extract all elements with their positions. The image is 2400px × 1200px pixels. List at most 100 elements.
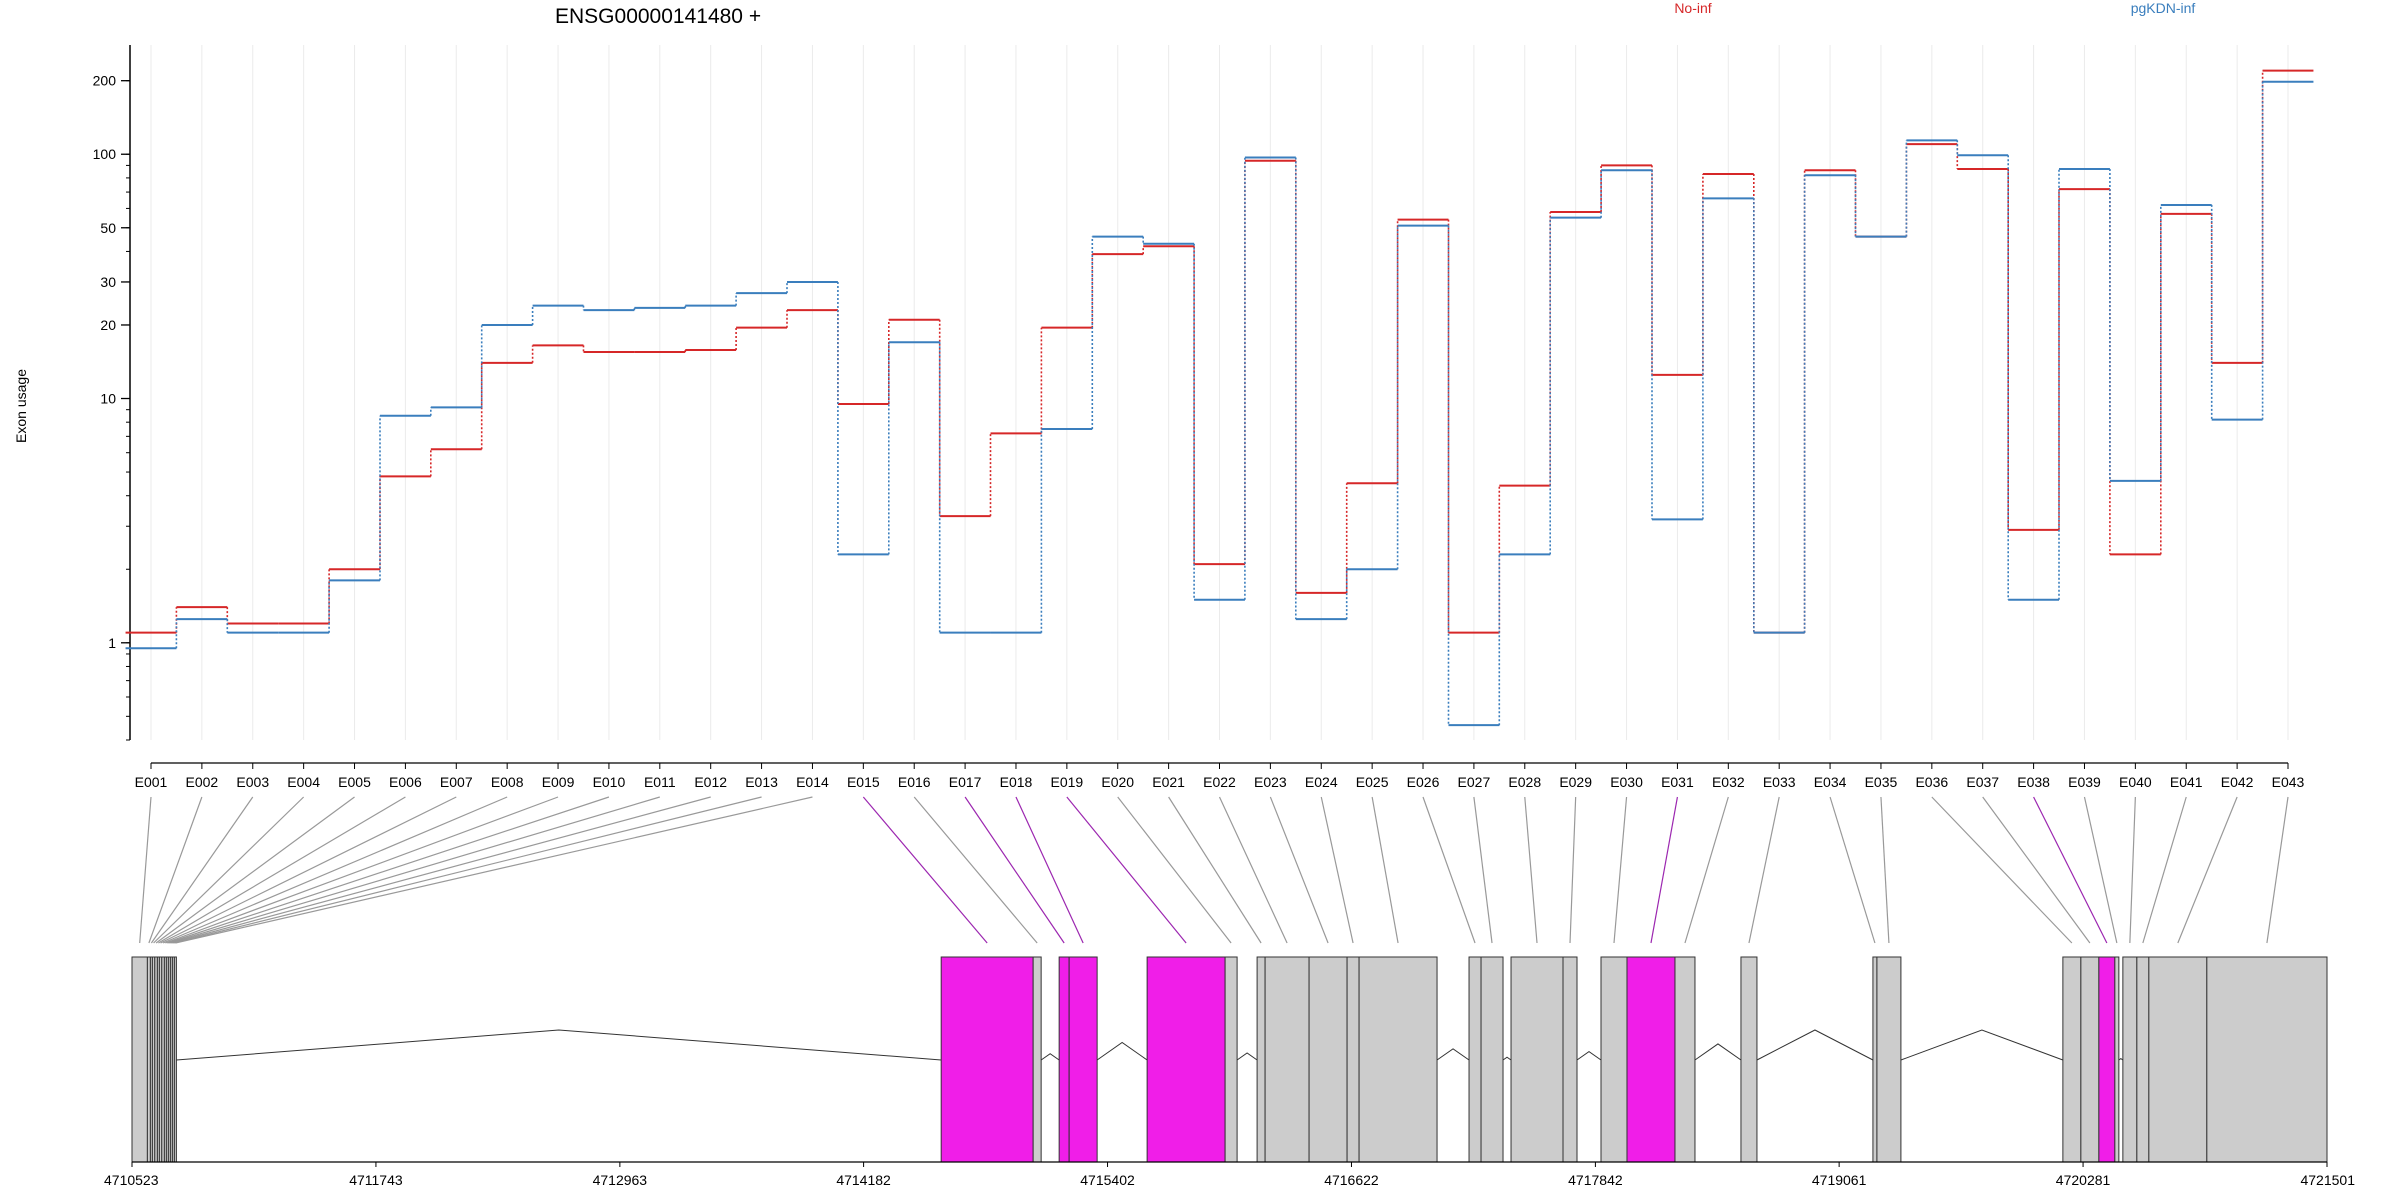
y-tick-label: 50	[100, 220, 116, 236]
exon-box	[2206, 956, 2328, 1163]
y-tick-label: 200	[93, 73, 117, 89]
exon-label: E038	[2017, 774, 2050, 790]
genomic-tick-label: 4719061	[1812, 1172, 1867, 1188]
exon-box	[1480, 956, 1504, 1163]
exon-label: E033	[1763, 774, 1796, 790]
intron-line	[1502, 1056, 1512, 1061]
exon-connector	[148, 796, 203, 944]
exon-connector	[167, 796, 610, 944]
exon-connector	[169, 796, 660, 944]
exon-box	[2080, 956, 2100, 1163]
exon-box	[1264, 956, 1310, 1163]
exon-label: E008	[491, 774, 524, 790]
exon-label: E010	[593, 774, 626, 790]
intron-line	[1694, 1043, 1742, 1061]
exon-label: E007	[440, 774, 473, 790]
series-lines	[125, 69, 2314, 727]
exon-label: E006	[389, 774, 422, 790]
exon-label: E023	[1254, 774, 1287, 790]
exon-label: E025	[1356, 774, 1389, 790]
exon-box	[1600, 956, 1628, 1163]
exon-connector	[1473, 796, 1493, 944]
exon-box	[1740, 956, 1758, 1163]
intron-line	[1040, 1053, 1060, 1061]
exon-box	[1146, 956, 1226, 1163]
exon-label: E002	[186, 774, 219, 790]
exon-connector	[1880, 796, 1890, 944]
exon-connector	[1371, 796, 1399, 944]
exon-box	[940, 956, 1034, 1163]
exon-box	[1510, 956, 1564, 1163]
exon-label: E036	[1915, 774, 1948, 790]
exon-box	[1032, 956, 1042, 1163]
intron-line	[2118, 1057, 2124, 1061]
exon-connector	[162, 796, 508, 944]
exon-label: E032	[1712, 774, 1745, 790]
exon-box	[1308, 956, 1348, 1163]
genomic-tick-label: 4710523	[104, 1172, 159, 1188]
exon-connector	[1066, 796, 1187, 944]
exon-connectors	[139, 796, 2289, 944]
exon-label: E031	[1661, 774, 1694, 790]
exon-connector	[1650, 796, 1679, 944]
exon-box	[1626, 956, 1676, 1163]
gene-model	[131, 956, 2328, 1163]
exon-box	[1256, 956, 1266, 1163]
exon-connector	[1117, 796, 1232, 944]
exon-connector	[1218, 796, 1288, 944]
genomic-tick-label: 4714182	[836, 1172, 891, 1188]
intron-line	[1236, 1052, 1258, 1061]
exon-label: E028	[1508, 774, 1541, 790]
y-tick-label: 20	[100, 317, 116, 333]
exon-box	[1358, 956, 1438, 1163]
genomic-tick-label: 4721501	[2300, 1172, 2355, 1188]
exon-connector	[2033, 796, 2108, 944]
exon-connector	[913, 796, 1038, 944]
exon-box	[2148, 956, 2208, 1163]
exon-connector	[1320, 796, 1354, 944]
exon-label: E027	[1458, 774, 1491, 790]
exon-label: E014	[796, 774, 829, 790]
exon-connector	[2177, 796, 2238, 944]
exon-connector	[1015, 796, 1084, 944]
exon-connector	[964, 796, 1065, 944]
vertical-gridlines	[150, 45, 2289, 740]
exon-connector	[2142, 796, 2187, 944]
exon-connector	[1982, 796, 2091, 944]
genomic-axis: 4710523 4711743 4712963 4714182 4715402 47166…	[104, 1161, 2355, 1188]
legend-pgkdn-inf: pgKDN-inf	[2131, 0, 2196, 16]
exon-connector	[139, 796, 152, 944]
exon-connector	[1748, 796, 1780, 944]
exon-box	[1224, 956, 1238, 1163]
genomic-tick-label: 4711743	[349, 1172, 403, 1188]
exon-label: E017	[949, 774, 982, 790]
exon-box	[131, 956, 148, 1163]
exon-label: E003	[236, 774, 269, 790]
exon-box	[2062, 956, 2082, 1163]
genomic-tick-label: 4715402	[1080, 1172, 1135, 1188]
exon-box	[1058, 956, 1070, 1163]
exon-label: E013	[745, 774, 778, 790]
exon-box	[1346, 956, 1360, 1163]
chart-title: ENSG00000141480 +	[555, 5, 761, 28]
exon-connector	[2083, 796, 2118, 944]
exon-box	[2136, 956, 2150, 1163]
exon-label: E022	[1203, 774, 1236, 790]
exon-label: E001	[135, 774, 168, 790]
exon-label: E020	[1101, 774, 1134, 790]
exon-connector	[175, 796, 813, 944]
series-1	[125, 80, 2314, 727]
exon-box	[2098, 956, 2116, 1163]
y-axis-label: Exon usage	[13, 369, 29, 443]
genomic-tick-label: 4712963	[593, 1172, 648, 1188]
exon-box	[1872, 956, 1878, 1163]
exon-connector	[1269, 796, 1329, 944]
exon-label: E015	[847, 774, 880, 790]
intron-line	[1900, 1029, 2064, 1061]
exon-connector	[155, 796, 355, 944]
exon-label: E012	[694, 774, 727, 790]
intron-line	[1096, 1041, 1148, 1061]
exon-label: E042	[2221, 774, 2254, 790]
intron-line	[176, 1029, 942, 1061]
genomic-tick-label: 4720281	[2056, 1172, 2111, 1188]
